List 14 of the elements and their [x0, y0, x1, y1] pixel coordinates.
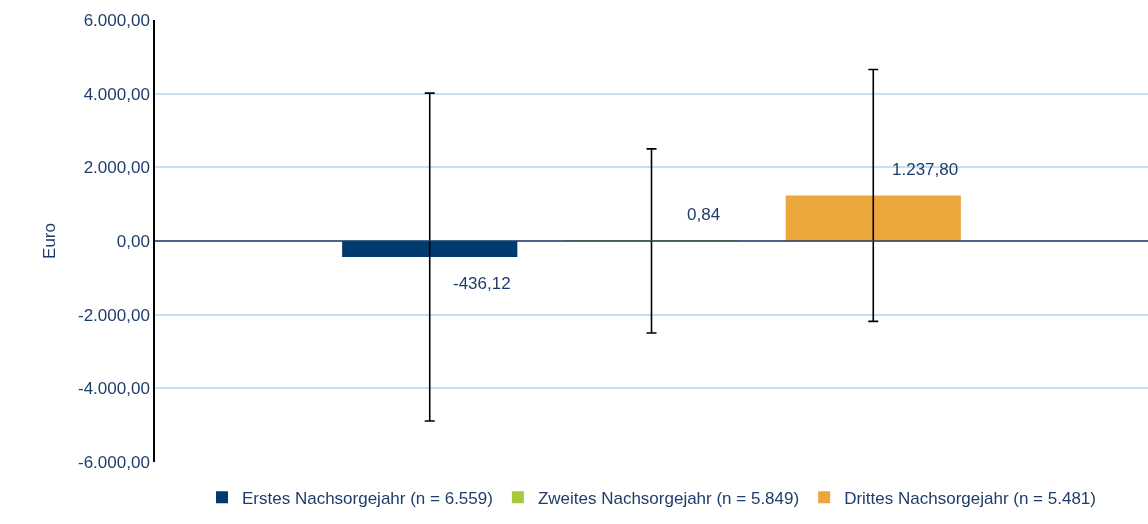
y-tick-label: 2.000,00: [83, 158, 150, 178]
y-tick-label: 0,00: [116, 231, 150, 251]
y-tick-label: -4.000,00: [78, 379, 150, 399]
y-tick-label: 6.000,00: [83, 10, 150, 30]
legend-label: Zweites Nachsorgejahr (n = 5.849): [537, 488, 800, 508]
legend-label: Drittes Nachsorgejahr (n = 5.481): [844, 488, 1096, 508]
data-label: 0,84: [687, 205, 721, 224]
data-label: 1.237,80: [892, 160, 959, 179]
data-label: -436,12: [453, 274, 511, 293]
y-tick-label: -2.000,00: [78, 305, 150, 325]
legend-label: Erstes Nachsorgejahr (n = 6.559): [242, 488, 493, 508]
y-tick-label: 4.000,00: [83, 84, 150, 104]
y-axis-title: Euro: [40, 223, 60, 259]
y-tick-label: -6.000,00: [78, 452, 150, 472]
